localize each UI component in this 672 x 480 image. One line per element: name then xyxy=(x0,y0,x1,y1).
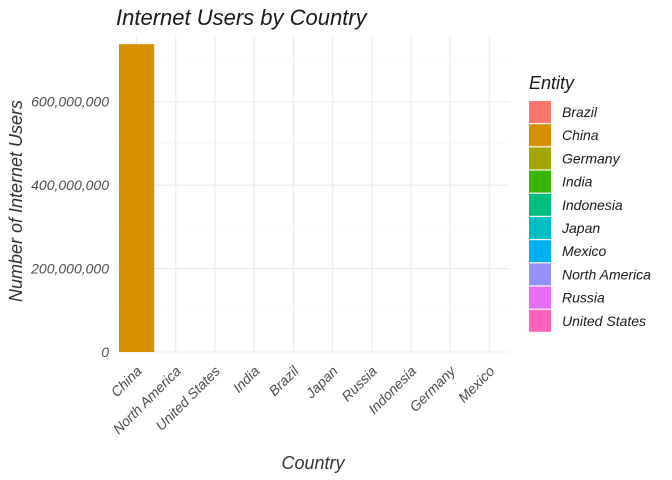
legend-key xyxy=(529,240,551,263)
legend-key xyxy=(529,170,551,193)
legend-title: Entity xyxy=(529,73,575,93)
bar-china xyxy=(118,44,155,352)
y-tick-label: 400,000,000 xyxy=(31,177,109,193)
legend-label: Indonesia xyxy=(562,197,623,213)
legend-key xyxy=(529,147,551,170)
legend-label: Mexico xyxy=(562,243,607,259)
legend-label: China xyxy=(562,127,599,143)
y-axis-title: Number of Internet Users xyxy=(6,100,26,302)
legend-label: North America xyxy=(562,266,651,282)
x-tick-label: Japan xyxy=(302,363,341,402)
legend-key xyxy=(529,101,551,123)
grid xyxy=(117,35,509,353)
legend: Entity Brazil China Germany India Indonesia J… xyxy=(529,73,651,332)
bars xyxy=(118,44,155,352)
legend-label: United States xyxy=(562,313,646,329)
legend-key xyxy=(529,286,551,309)
legend-label: Germany xyxy=(562,150,621,166)
x-tick-label: Mexico xyxy=(455,363,498,406)
x-tick-label: India xyxy=(230,363,263,396)
chart-title: Internet Users by Country xyxy=(116,5,369,30)
legend-label: Russia xyxy=(562,290,605,306)
x-axis-title: Country xyxy=(281,453,345,473)
x-tick-label: Brazil xyxy=(265,362,302,399)
legend-key xyxy=(529,193,551,216)
y-tick-label: 600,000,000 xyxy=(31,94,109,110)
legend-key xyxy=(529,124,551,147)
y-tick-label: 200,000,000 xyxy=(30,261,109,277)
x-tick-label: China xyxy=(108,363,145,400)
legend-label: Japan xyxy=(561,220,600,236)
legend-label: Brazil xyxy=(562,104,598,120)
legend-label: India xyxy=(562,174,593,190)
legend-key xyxy=(529,263,551,286)
y-axis-ticks: 0 200,000,000 400,000,000 600,000,000 xyxy=(30,94,109,360)
legend-key xyxy=(529,217,551,239)
y-tick-label: 0 xyxy=(101,344,109,360)
legend-key xyxy=(529,309,551,332)
x-tick-label: North America xyxy=(110,363,184,437)
